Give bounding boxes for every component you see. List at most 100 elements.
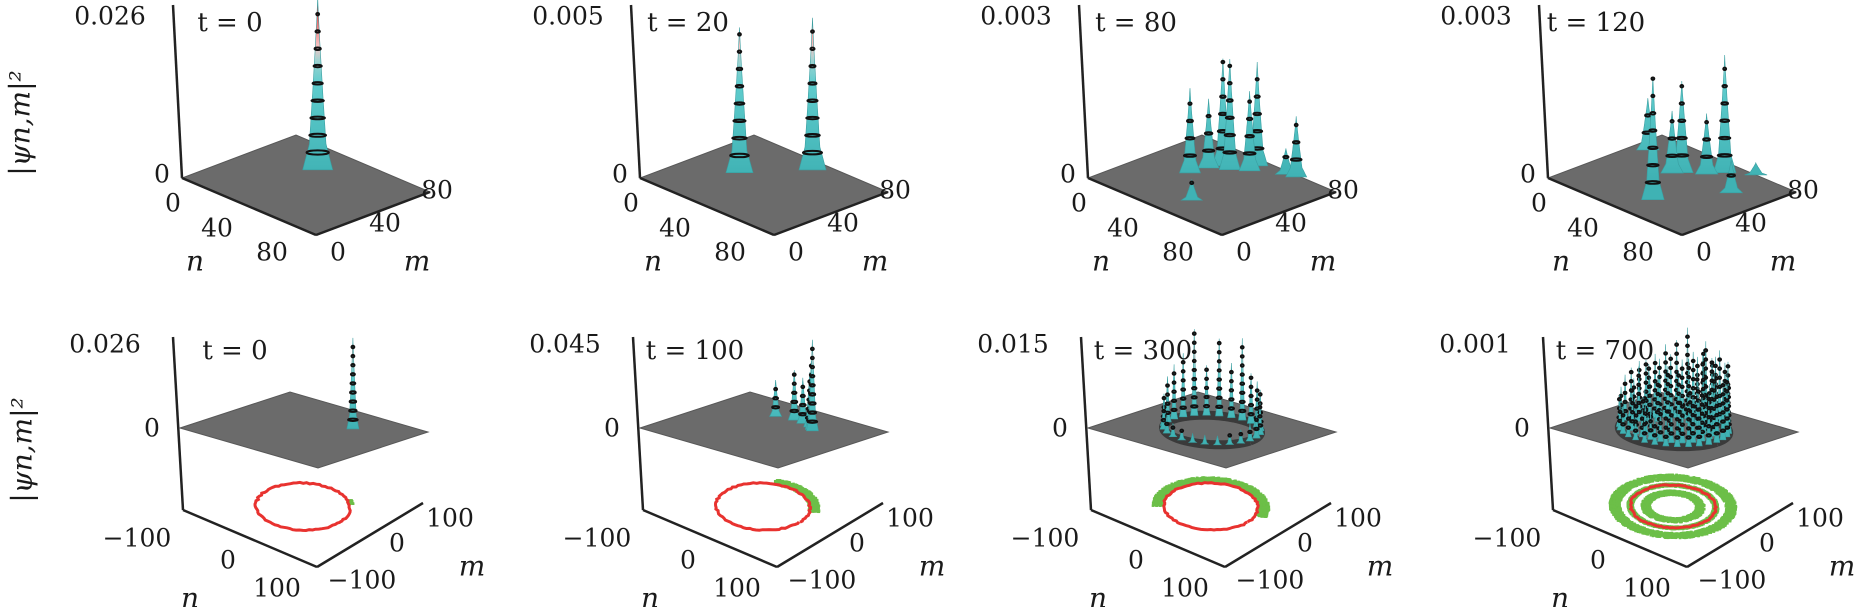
floor-green-point	[1152, 500, 1155, 504]
contour-line	[308, 132, 328, 138]
contour-line	[804, 133, 821, 138]
floor-green-point	[1161, 502, 1165, 506]
peak	[1255, 402, 1265, 435]
contour-line	[771, 405, 781, 410]
panel-title: t = 100	[646, 336, 744, 366]
contour-line	[1254, 417, 1259, 423]
floor-green-point	[1209, 476, 1212, 480]
floor-green-point	[1679, 492, 1683, 495]
surface-plane	[638, 391, 890, 469]
contour-line	[1665, 153, 1679, 159]
floor-green-point	[1168, 484, 1171, 488]
peak-surface	[1238, 91, 1261, 172]
z-min-tick-label: 0	[154, 160, 170, 189]
floor-green-point	[1166, 488, 1169, 491]
floor-green-point	[1260, 499, 1263, 502]
contour-line	[349, 390, 357, 395]
contour-line	[733, 101, 746, 106]
contour-line	[1644, 113, 1652, 118]
floor-green-point	[1254, 492, 1258, 495]
floor-green-point	[1184, 479, 1188, 482]
contour-line	[1677, 118, 1687, 124]
peak	[769, 379, 783, 417]
peak	[346, 337, 360, 430]
floor-green-point	[1698, 510, 1701, 513]
floor-green-point	[1263, 508, 1266, 511]
contour-line	[1248, 375, 1254, 380]
contour-line	[798, 402, 807, 408]
floor-green-point	[1660, 518, 1664, 521]
floor-green-point	[1156, 494, 1160, 498]
floor-green-point	[817, 504, 821, 508]
contour-line	[1179, 405, 1187, 410]
contour-line	[1228, 378, 1234, 384]
floor-green-point	[1684, 494, 1688, 498]
peak	[1225, 433, 1235, 445]
floor-green-point	[785, 482, 789, 485]
z-min-tick-label: 0	[1060, 160, 1076, 189]
peak-surface	[1197, 98, 1220, 169]
floor-green-point	[814, 502, 818, 505]
floor-green-point	[1694, 503, 1698, 507]
floor-green-point	[1161, 487, 1165, 491]
n-tick-label: 0	[165, 189, 181, 218]
floor-green-point	[807, 495, 811, 499]
floor-green-point	[1648, 506, 1651, 509]
floor-green-point	[1681, 494, 1685, 498]
contour-line	[791, 390, 798, 395]
floor-green-point	[1695, 510, 1699, 513]
contour-line	[1203, 394, 1210, 400]
peak	[1197, 98, 1220, 169]
floor-green-point	[1161, 496, 1164, 500]
peak-surface	[1218, 58, 1241, 170]
m-axis	[1681, 190, 1797, 237]
floor-green-point	[1259, 511, 1263, 514]
floor-green-point	[1163, 494, 1167, 498]
contour-line	[1171, 371, 1177, 376]
m-axis	[1224, 501, 1332, 569]
contour-line	[1216, 350, 1222, 355]
floor-green-point	[808, 490, 811, 494]
contour-line	[772, 396, 780, 401]
floor-green-point	[1700, 503, 1703, 507]
contour-line	[1254, 388, 1260, 393]
floor-green-point	[1251, 488, 1255, 492]
m-tick-label: 0	[1236, 238, 1252, 267]
floor-green-point	[1657, 494, 1661, 498]
floor-green-point	[1184, 481, 1187, 485]
floor-green-point	[1163, 491, 1167, 494]
contour-line	[1205, 113, 1212, 119]
floor-green-point	[1700, 502, 1704, 505]
floor-green-point	[1158, 503, 1162, 506]
z-max-tick-label: 0.005	[532, 2, 604, 31]
contour-line	[806, 419, 819, 424]
floor-green-point	[1655, 514, 1658, 517]
m-tick-label: 100	[886, 504, 934, 533]
floor-projection	[253, 480, 355, 533]
floor-green-point	[1688, 496, 1692, 499]
contour-line	[1244, 134, 1255, 139]
contour-line	[1227, 63, 1233, 69]
floor-green-point	[1240, 485, 1243, 488]
peak	[1168, 423, 1178, 437]
contour-line	[1216, 359, 1222, 364]
peak-surface	[1670, 80, 1694, 173]
floor-green-point	[1699, 500, 1703, 504]
contour-line	[347, 417, 359, 422]
contour-line	[1190, 395, 1198, 400]
floor-green-point	[1197, 479, 1200, 483]
floor-green-point	[1688, 515, 1692, 519]
contour-line	[1161, 408, 1167, 414]
n-axis-label: n	[1089, 582, 1107, 607]
floor-green-point	[1649, 507, 1652, 511]
floor-green-point	[776, 479, 779, 482]
floor-green-point	[1263, 511, 1267, 515]
n-axis	[1090, 508, 1226, 569]
contour-line	[808, 383, 816, 388]
contour-line	[349, 381, 357, 386]
floor-green-point	[1160, 493, 1163, 496]
floor-green-point	[1663, 517, 1667, 521]
surface-plane	[178, 391, 430, 469]
contour-line	[1216, 368, 1222, 373]
contour-line	[736, 49, 743, 54]
